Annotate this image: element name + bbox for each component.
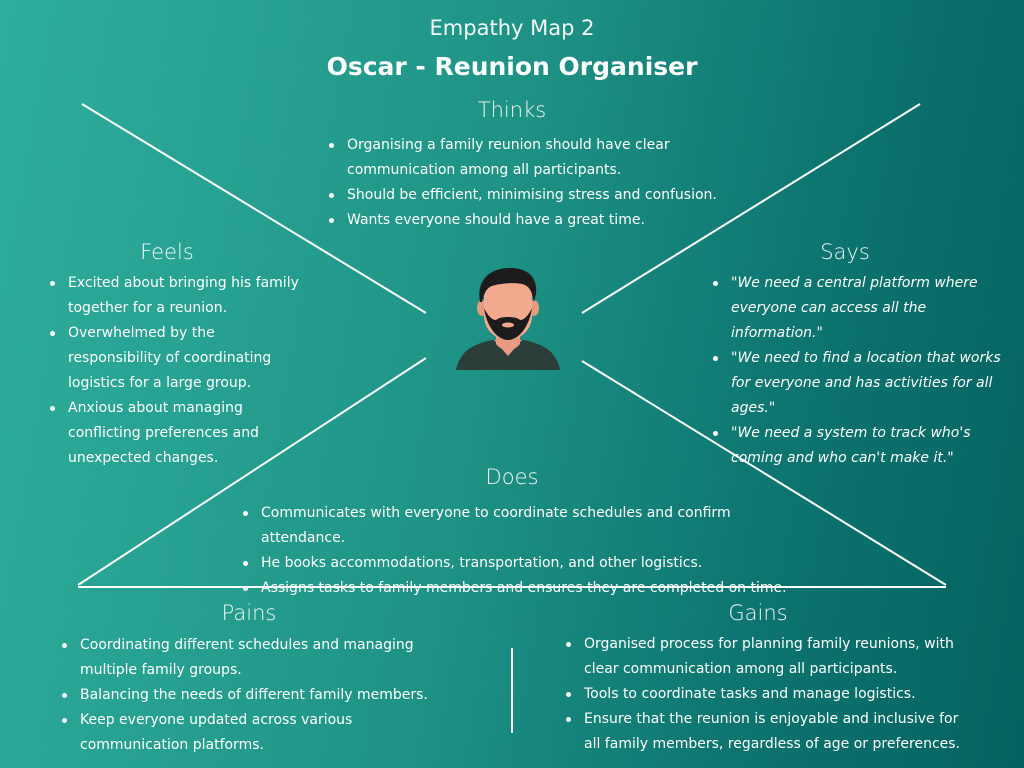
feels-list: Excited about bringing his family togeth… bbox=[48, 271, 310, 471]
says-item: "We need a central platform where everyo… bbox=[711, 271, 1007, 346]
does-list: Communicates with everyone to coordinate… bbox=[241, 501, 811, 601]
pains-item: Coordinating different schedules and man… bbox=[60, 633, 465, 683]
does-item: He books accommodations, transportation,… bbox=[241, 551, 811, 576]
pains-title: Pains bbox=[221, 601, 277, 625]
person-avatar-icon bbox=[452, 264, 564, 372]
thinks-item: Should be efficient, minimising stress a… bbox=[327, 183, 717, 208]
says-title: Says bbox=[820, 240, 870, 264]
page-subtitle: Oscar - Reunion Organiser bbox=[326, 52, 698, 81]
does-title: Does bbox=[485, 465, 539, 489]
says-item-text: "We need a central platform where everyo… bbox=[731, 275, 978, 341]
gains-list: Organised process for planning family re… bbox=[564, 632, 974, 757]
pains-item: Balancing the needs of different family … bbox=[60, 683, 465, 708]
feels-item: Anxious about managing conflicting prefe… bbox=[48, 396, 310, 471]
pains-list: Coordinating different schedules and man… bbox=[60, 633, 465, 758]
feels-item: Overwhelmed by the responsibility of coo… bbox=[48, 321, 310, 396]
thinks-title: Thinks bbox=[477, 98, 547, 122]
diagonal-line-bottom-left bbox=[77, 357, 427, 586]
says-item-text: "We need a system to track who's coming … bbox=[731, 425, 971, 466]
thinks-item: Wants everyone should have a great time. bbox=[327, 208, 717, 233]
gains-item: Ensure that the reunion is enjoyable and… bbox=[564, 707, 974, 757]
says-list: "We need a central platform where everyo… bbox=[711, 271, 1007, 471]
says-item: "We need a system to track who's coming … bbox=[711, 421, 1007, 471]
thinks-item: Organising a family reunion should have … bbox=[327, 133, 717, 183]
feels-item: Excited about bringing his family togeth… bbox=[48, 271, 310, 321]
diagonal-line-top-left bbox=[81, 103, 427, 314]
diagonal-line-bottom-right bbox=[581, 360, 947, 586]
does-item: Assigns tasks to family members and ensu… bbox=[241, 576, 811, 601]
thinks-list: Organising a family reunion should have … bbox=[327, 133, 717, 233]
pains-item: Keep everyone updated across various com… bbox=[60, 708, 465, 758]
says-item-text: "We need to find a location that works f… bbox=[731, 350, 1001, 416]
says-item: "We need to find a location that works f… bbox=[711, 346, 1007, 421]
gains-title: Gains bbox=[728, 601, 788, 625]
gains-item: Tools to coordinate tasks and manage log… bbox=[564, 682, 974, 707]
gains-item: Organised process for planning family re… bbox=[564, 632, 974, 682]
feels-title: Feels bbox=[140, 240, 194, 264]
page-title: Empathy Map 2 bbox=[429, 16, 595, 40]
diagonal-line-top-right bbox=[581, 103, 921, 314]
does-item: Communicates with everyone to coordinate… bbox=[241, 501, 811, 551]
